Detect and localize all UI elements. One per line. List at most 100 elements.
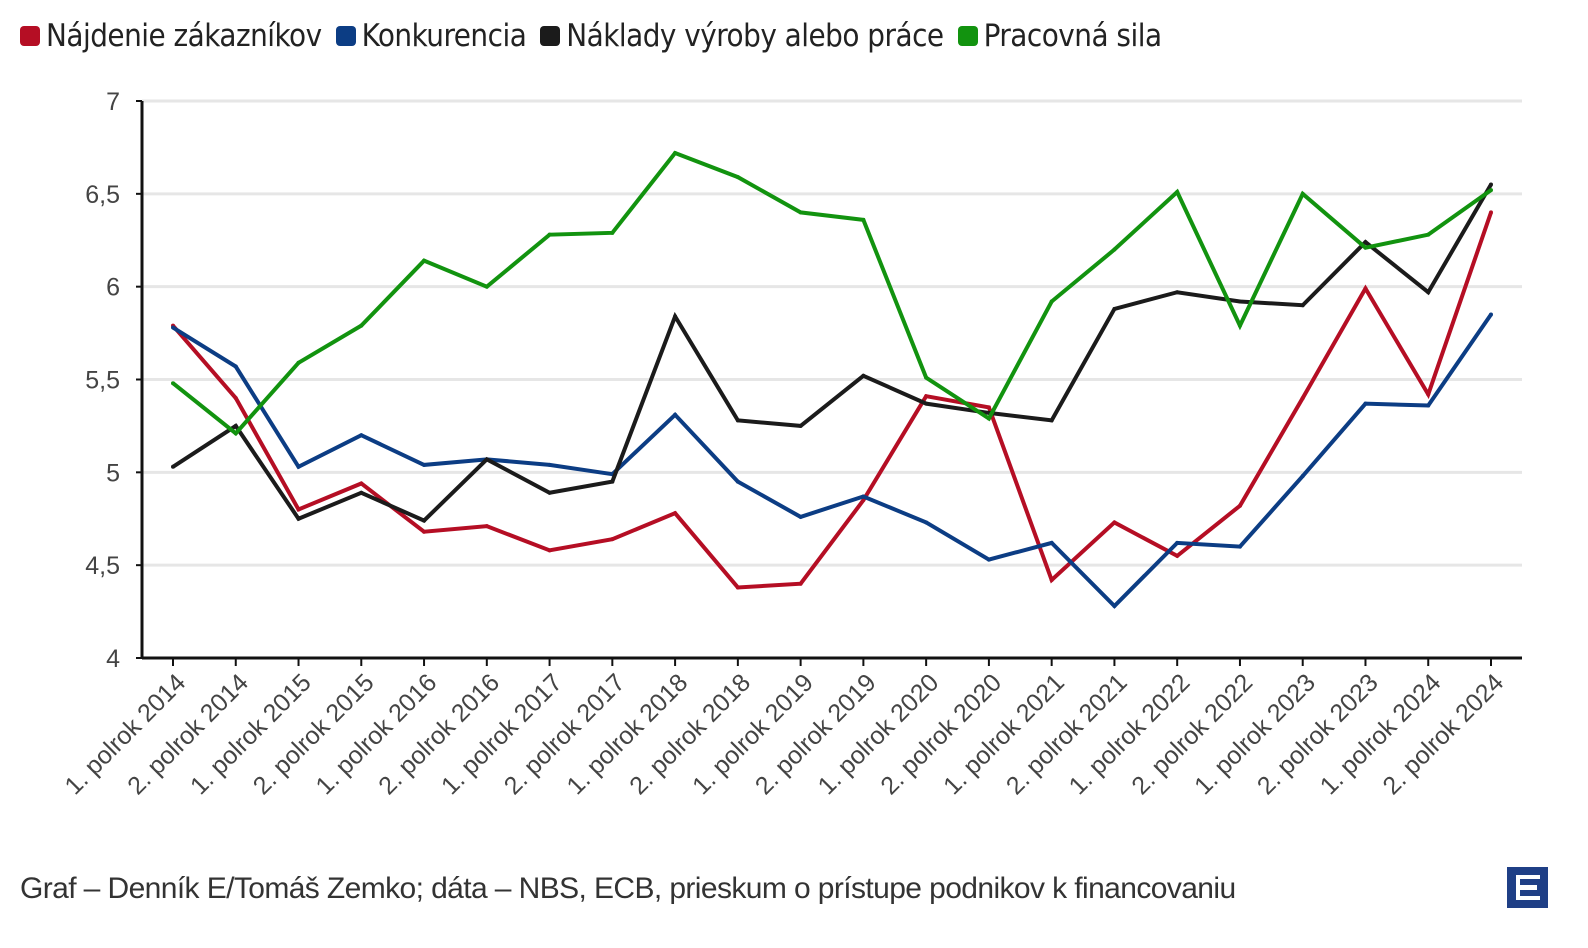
data-point [1300,474,1305,479]
data-point [1489,210,1493,215]
data-point [422,529,427,534]
data-point [1237,299,1242,304]
data-point [547,462,552,467]
y-tick-label: 4,5 [85,552,120,580]
denik-e-logo [1507,867,1548,908]
data-point [484,457,489,462]
series-line-3 [171,150,1493,437]
legend-swatch [20,26,40,46]
data-point [1426,403,1431,408]
data-point [673,150,678,155]
data-point [359,323,364,328]
data-point [1426,232,1431,237]
data-point [547,490,552,495]
data-point [1237,503,1242,508]
y-tick-label: 7 [106,88,120,116]
data-point [924,394,929,399]
legend: Nájdenie zákazníkov Konkurencia Náklady vý… [20,18,1162,54]
legend-label: Pracovná sila [983,18,1162,54]
legend-item[interactable]: Pracovná sila [957,18,1162,54]
data-point [861,217,866,222]
data-point [1112,520,1117,525]
data-point [861,494,866,499]
data-point [924,401,929,406]
data-point [1175,540,1180,545]
data-point [171,464,175,469]
data-point [1363,401,1368,406]
data-point [359,433,364,438]
data-point [233,431,238,436]
data-point [1426,290,1431,295]
data-point [484,524,489,529]
data-point [296,360,301,365]
data-point [233,396,238,401]
data-point [986,557,991,562]
data-point [359,490,364,495]
data-point [673,314,678,319]
data-point [296,516,301,521]
data-point [1363,245,1368,250]
data-point [1300,303,1305,308]
data-point [1112,604,1117,609]
data-point [924,375,929,380]
legend-label: Náklady výroby alebo práce [566,18,944,54]
data-point [1237,544,1242,549]
y-tick-label: 6,5 [85,181,120,209]
series-line-2 [171,183,1493,523]
data-point [986,405,991,410]
data-point [798,581,803,586]
data-point [233,364,238,369]
data-point [1363,286,1368,291]
data-point [798,423,803,428]
data-point [484,284,489,289]
data-point [171,381,175,386]
data-point [798,210,803,215]
data-point [1175,189,1180,194]
data-point [673,412,678,417]
data-point [296,507,301,512]
data-point [296,464,301,469]
legend-item[interactable]: Náklady výroby alebo práce [540,18,944,54]
data-point [1049,578,1054,583]
data-point [735,418,740,423]
legend-label: Konkurencia [361,18,527,54]
data-point [1237,323,1242,328]
data-point [986,416,991,421]
data-point [1175,553,1180,558]
data-point [422,518,427,523]
y-tick-label: 5 [106,459,120,487]
data-point [1363,240,1368,245]
data-point [1489,188,1493,193]
data-point [233,423,238,428]
legend-item[interactable]: Konkurencia [335,18,527,54]
data-point [1112,306,1117,311]
data-point [1489,312,1493,317]
data-point [610,479,615,484]
data-point [171,325,175,330]
y-tick-label: 6 [106,274,120,302]
data-point [861,373,866,378]
data-point [1049,418,1054,423]
legend-swatch [540,26,561,46]
legend-swatch [957,26,978,46]
y-tick-label: 4 [106,645,120,673]
data-point [735,585,740,590]
data-point [735,175,740,180]
data-point [1112,247,1117,252]
legend-swatch [335,26,356,46]
legend-item[interactable]: Nájdenie zákazníkov [20,18,322,54]
data-point [1300,191,1305,196]
data-point [861,498,866,503]
data-point [1489,182,1493,187]
data-point [422,462,427,467]
legend-label: Nájdenie zákazníkov [46,18,322,54]
data-point [673,511,678,516]
y-tick-label: 5,5 [85,367,120,395]
data-point [924,520,929,525]
data-point [1426,392,1431,397]
data-point [610,230,615,235]
data-point [547,232,552,237]
data-point [1175,290,1180,295]
data-point [610,537,615,542]
